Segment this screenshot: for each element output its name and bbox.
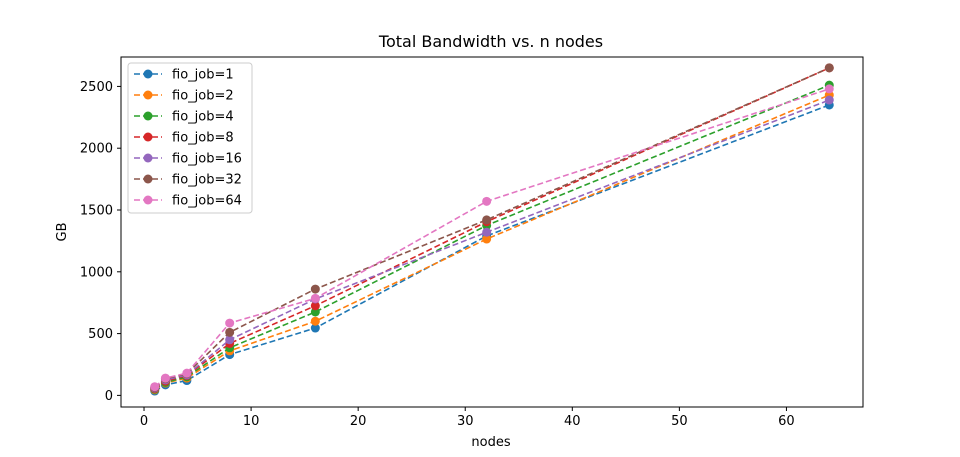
legend-box xyxy=(127,62,253,214)
data-point xyxy=(225,335,235,345)
legend-marker xyxy=(143,195,153,205)
legend-label: fio_job=16 xyxy=(172,152,242,167)
x-axis: 0 10 20 30 40 50 60 xyxy=(140,407,795,429)
data-point xyxy=(182,368,192,378)
data-point xyxy=(482,234,492,244)
y-axis: 0 500 1000 1500 2000 2500 xyxy=(80,80,121,404)
legend-label: fio_job=4 xyxy=(172,110,234,125)
series-layer xyxy=(150,63,834,396)
y-tick-label: 2500 xyxy=(80,80,113,95)
data-point xyxy=(150,382,160,392)
legend-label: fio_job=32 xyxy=(172,173,242,188)
legend-marker xyxy=(143,174,153,184)
x-axis-label: nodes xyxy=(471,435,510,450)
chart-title: Total Bandwidth vs. n nodes xyxy=(378,32,603,51)
legend-entry: fio_job=4 xyxy=(134,110,234,125)
y-tick-label: 2000 xyxy=(80,142,113,157)
legend-marker xyxy=(143,69,153,79)
legend: fio_job=1 fio_job=2 fio_job=4 fio_job=8 fio_… xyxy=(127,62,253,214)
legend-label: fio_job=2 xyxy=(172,89,234,104)
y-tick-label: 1000 xyxy=(80,265,113,280)
legend-marker xyxy=(143,90,153,100)
legend-label: fio_job=64 xyxy=(172,194,242,209)
data-point xyxy=(160,373,170,383)
legend-entry: fio_job=2 xyxy=(134,89,234,104)
data-point xyxy=(225,327,235,337)
data-point xyxy=(310,301,320,311)
legend-entry: fio_job=64 xyxy=(134,194,242,209)
legend-label: fio_job=8 xyxy=(172,131,234,146)
y-tick-label: 500 xyxy=(88,327,113,342)
data-point xyxy=(824,95,834,105)
legend-marker xyxy=(143,132,153,142)
data-point xyxy=(824,63,834,73)
x-tick-label: 60 xyxy=(778,414,795,429)
data-point xyxy=(482,227,492,237)
legend-entry: fio_job=8 xyxy=(134,131,234,146)
x-tick-label: 40 xyxy=(564,414,581,429)
data-point xyxy=(824,84,834,94)
x-tick-label: 20 xyxy=(350,414,367,429)
data-point xyxy=(482,215,492,225)
data-point xyxy=(310,316,320,326)
legend-marker xyxy=(143,111,153,121)
x-tick-label: 10 xyxy=(243,414,260,429)
legend-entry: fio_job=32 xyxy=(134,173,242,188)
data-point xyxy=(310,293,320,303)
series-fio-job-64 xyxy=(150,84,834,392)
data-point xyxy=(310,307,320,317)
data-point xyxy=(310,284,320,294)
x-tick-label: 30 xyxy=(457,414,474,429)
data-point xyxy=(310,323,320,333)
legend-label: fio_job=1 xyxy=(172,68,234,83)
legend-entry: fio_job=1 xyxy=(134,68,234,83)
y-tick-label: 1500 xyxy=(80,204,113,219)
legend-marker xyxy=(143,153,153,163)
data-point xyxy=(482,196,492,206)
x-tick-label: 0 xyxy=(140,414,148,429)
legend-entry: fio_job=16 xyxy=(134,152,242,167)
x-tick-label: 50 xyxy=(671,414,688,429)
data-point xyxy=(225,318,235,328)
y-tick-label: 0 xyxy=(105,389,113,404)
y-axis-label: GB xyxy=(55,223,70,242)
